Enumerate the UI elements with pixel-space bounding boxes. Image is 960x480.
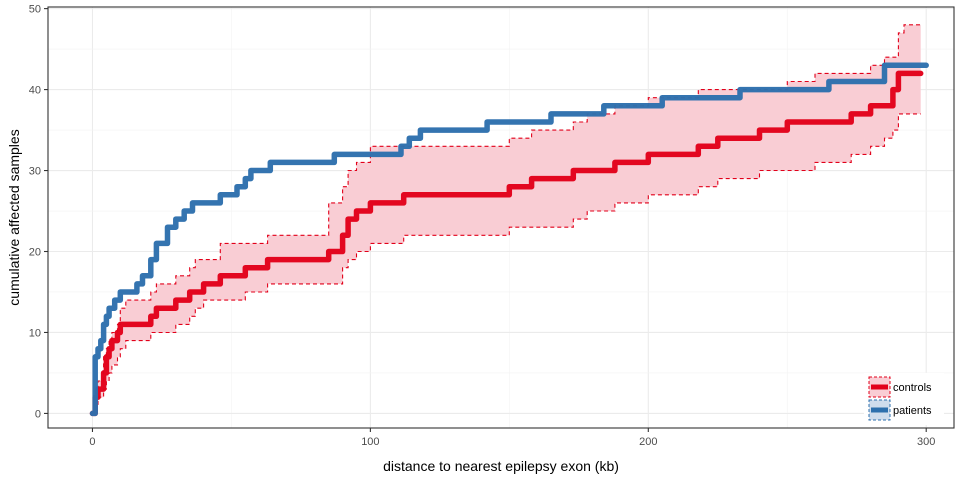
legend-label-patients: patients — [893, 405, 932, 417]
confidence-ribbons — [92, 24, 921, 414]
y-tick-label: 10 — [29, 327, 41, 339]
ribbon-lower-controls — [92, 113, 921, 414]
y-tick-label: 20 — [29, 247, 41, 259]
x-tick-label: 200 — [639, 436, 657, 448]
y-tick-label: 50 — [29, 4, 41, 16]
x-tick-label: 0 — [89, 436, 95, 448]
y-axis-title: cumulative affected samples — [6, 129, 22, 305]
series-lines — [89, 62, 929, 417]
x-axis-ticks: 0 100 200 300 — [89, 428, 935, 448]
x-axis-title: distance to nearest epilepsy exon (kb) — [383, 458, 619, 474]
x-tick-label: 100 — [361, 436, 379, 448]
ribbon-upper-controls — [92, 24, 921, 406]
series-line-controls — [89, 70, 924, 417]
panel-frame — [47, 6, 955, 429]
y-axis-ticks: 0 10 20 30 40 50 — [29, 4, 48, 420]
y-tick-label: 0 — [35, 408, 41, 420]
legend: controls patients — [864, 373, 944, 425]
ribbon-controls — [92, 24, 921, 414]
panel-border — [47, 6, 955, 429]
series-line-patients — [89, 62, 929, 417]
y-tick-label: 30 — [29, 166, 41, 178]
x-tick-label: 300 — [917, 436, 935, 448]
legend-label-controls: controls — [893, 382, 932, 394]
y-tick-label: 40 — [29, 85, 41, 97]
